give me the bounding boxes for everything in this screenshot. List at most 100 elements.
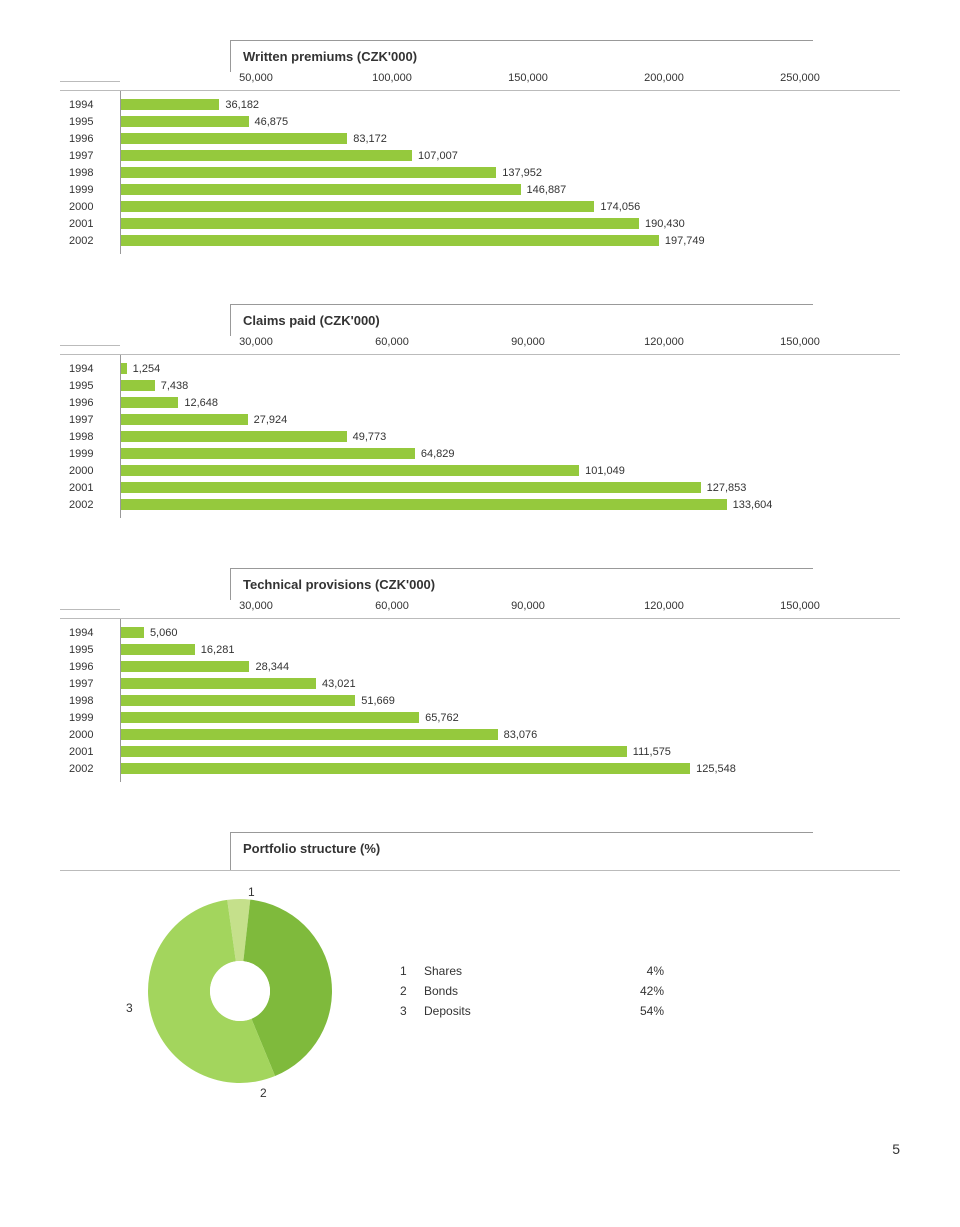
bar-row: 199851,669 (121, 693, 921, 708)
chart-title: Portfolio structure (%) (230, 832, 813, 870)
axis-tick: 200,000 (644, 72, 684, 84)
legend-name: Deposits (424, 1004, 604, 1018)
legend-name: Bonds (424, 984, 604, 998)
bar-chart: Claims paid (CZK'000)30,00060,00090,0001… (60, 304, 900, 518)
bar-year: 2001 (69, 746, 109, 758)
bar-chart: Technical provisions (CZK'000)30,00060,0… (60, 568, 900, 782)
bar-value: 197,749 (665, 235, 705, 247)
bar-row: 199727,924 (121, 412, 921, 427)
bar-year: 2000 (69, 201, 109, 213)
bar-rect (121, 380, 155, 391)
bar-value: 190,430 (645, 218, 685, 230)
bar-rect (121, 235, 659, 246)
bar-value: 16,281 (201, 644, 235, 656)
bar-row: 199546,875 (121, 114, 921, 129)
axis-tick: 90,000 (511, 600, 545, 612)
axis-tick: 150,000 (780, 600, 820, 612)
bar-rect (121, 678, 316, 689)
bar-row: 2002133,604 (121, 497, 921, 512)
bar-rect (121, 448, 415, 459)
bar-rect (121, 116, 249, 127)
bar-value: 51,669 (361, 695, 395, 707)
bar-value: 12,648 (184, 397, 218, 409)
bar-rect (121, 644, 195, 655)
bar-row: 199516,281 (121, 642, 921, 657)
bar-value: 174,056 (600, 201, 640, 213)
axis-row: 30,000 60,000 90,000 120,000 150,000 (60, 600, 900, 619)
page-number: 5 (60, 1141, 900, 1157)
bar-value: 43,021 (322, 678, 356, 690)
bar-row: 199964,829 (121, 446, 921, 461)
bar-row: 1998137,952 (121, 165, 921, 180)
bar-year: 2001 (69, 218, 109, 230)
bar-value: 64,829 (421, 448, 455, 460)
bar-row: 19941,254 (121, 361, 921, 376)
bar-row: 199683,172 (121, 131, 921, 146)
legend-name: Shares (424, 964, 604, 978)
bar-row: 1997107,007 (121, 148, 921, 163)
bar-value: 127,853 (707, 482, 747, 494)
bar-year: 1994 (69, 363, 109, 375)
bar-rect (121, 133, 347, 144)
bar-row: 2002125,548 (121, 761, 921, 776)
bar-value: 46,875 (255, 116, 289, 128)
bar-value: 65,762 (425, 712, 459, 724)
bar-value: 83,172 (353, 133, 387, 145)
legend-row: 3Deposits54% (400, 1004, 664, 1018)
bar-rect (121, 695, 355, 706)
donut-chart: 123 (140, 891, 340, 1091)
bar-year: 2000 (69, 729, 109, 741)
bar-value: 133,604 (733, 499, 773, 511)
portfolio-legend: 1Shares4% 2Bonds42% 3Deposits54% (400, 958, 664, 1024)
bar-row: 2000101,049 (121, 463, 921, 478)
bar-row: 199743,021 (121, 676, 921, 691)
bar-row: 2001127,853 (121, 480, 921, 495)
bar-value: 146,887 (527, 184, 567, 196)
bar-year: 1997 (69, 678, 109, 690)
bar-value: 1,254 (133, 363, 161, 375)
bar-row: 19945,060 (121, 625, 921, 640)
bar-row: 199849,773 (121, 429, 921, 444)
bar-rect (121, 201, 594, 212)
legend-row: 2Bonds42% (400, 984, 664, 998)
axis-tick: 100,000 (372, 72, 412, 84)
legend-row: 1Shares4% (400, 964, 664, 978)
bar-row: 2001111,575 (121, 744, 921, 759)
legend-pct: 4% (604, 964, 664, 978)
pie-callout: 2 (260, 1086, 267, 1100)
legend-pct: 42% (604, 984, 664, 998)
bar-value: 5,060 (150, 627, 178, 639)
bar-value: 83,076 (504, 729, 538, 741)
bar-year: 1996 (69, 661, 109, 673)
bar-rect (121, 150, 412, 161)
bar-value: 137,952 (502, 167, 542, 179)
bar-year: 1994 (69, 99, 109, 111)
bar-year: 2001 (69, 482, 109, 494)
axis-row: 30,00060,00090,000120,000150,000 (60, 336, 900, 355)
bar-value: 49,773 (353, 431, 387, 443)
bar-row: 199965,762 (121, 710, 921, 725)
bar-value: 36,182 (225, 99, 259, 111)
bar-year: 1999 (69, 184, 109, 196)
axis-tick: 150,000 (780, 336, 820, 348)
bar-chart: Written premiums (CZK'000)50,000100,0001… (60, 40, 900, 254)
bar-rect (121, 763, 690, 774)
axis-tick: 250,000 (780, 72, 820, 84)
axis-tick: 30,000 (239, 336, 273, 348)
bar-year: 1996 (69, 397, 109, 409)
axis-tick: 30,000 (239, 600, 273, 612)
axis-tick: 60,000 (375, 600, 409, 612)
bar-year: 1994 (69, 627, 109, 639)
bar-value: 28,344 (255, 661, 289, 673)
axis-tick: 120,000 (644, 600, 684, 612)
bar-rect (121, 218, 639, 229)
axis-tick: 50,000 (239, 72, 273, 84)
bar-row: 199436,182 (121, 97, 921, 112)
bar-row: 2001190,430 (121, 216, 921, 231)
pie-callout: 3 (126, 1001, 133, 1015)
bar-year: 1995 (69, 380, 109, 392)
chart-title: Claims paid (CZK'000) (230, 304, 813, 336)
bar-year: 2002 (69, 763, 109, 775)
axis-row: 50,000100,000150,000200,000250,000 (60, 72, 900, 91)
bar-year: 2002 (69, 499, 109, 511)
